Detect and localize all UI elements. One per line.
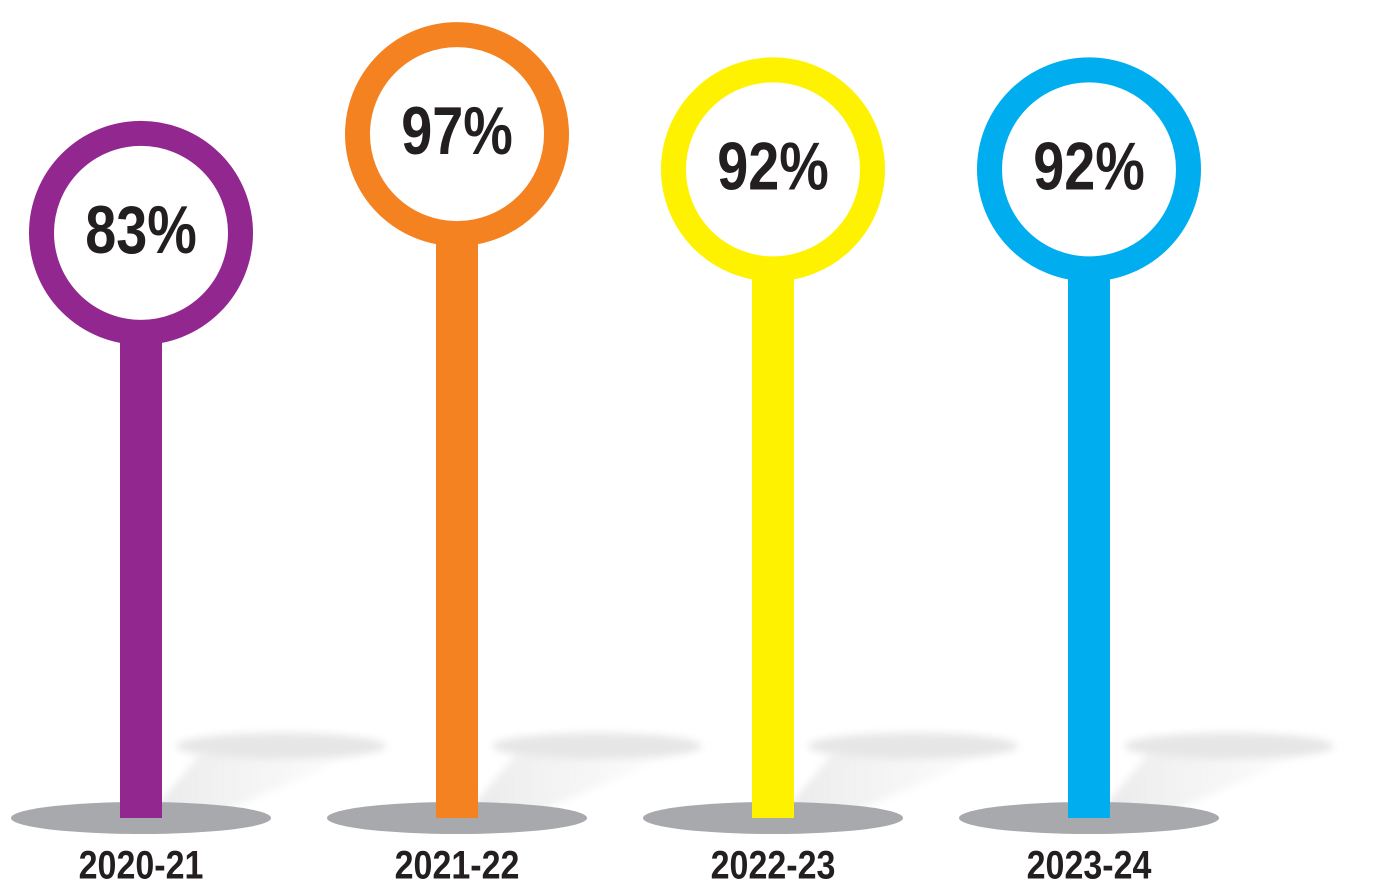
value-label: 97%: [401, 94, 513, 169]
cast-shadow: [783, 743, 1013, 813]
value-label: 83%: [85, 193, 197, 268]
ring: [661, 57, 885, 282]
category-label: 2023-24: [1027, 842, 1152, 887]
cast-shadow: [808, 733, 1018, 759]
cast-shadow: [151, 743, 381, 813]
category-label-group: 2020-21: [79, 842, 204, 887]
cast-shadow: [492, 733, 702, 759]
category-label: 2022-23: [711, 842, 836, 887]
category-label: 2021-22: [395, 842, 520, 887]
value-label-group: 97%: [401, 94, 513, 169]
value-label: 92%: [1033, 129, 1145, 204]
value-label-group: 92%: [717, 129, 829, 204]
value-label-group: 83%: [85, 193, 197, 268]
ring: [977, 57, 1201, 282]
ring: [345, 22, 569, 247]
category-label: 2020-21: [79, 842, 204, 887]
category-label-group: 2022-23: [711, 842, 836, 887]
cast-shadow: [1099, 743, 1329, 813]
cast-shadow: [1124, 733, 1334, 759]
cast-shadow: [467, 743, 697, 813]
category-label-group: 2021-22: [395, 842, 520, 887]
value-label-group: 92%: [1033, 129, 1145, 204]
category-label-group: 2023-24: [1027, 842, 1152, 887]
value-label: 92%: [717, 129, 829, 204]
stem: [436, 134, 478, 818]
cast-shadow: [176, 733, 386, 759]
ring: [29, 120, 253, 345]
